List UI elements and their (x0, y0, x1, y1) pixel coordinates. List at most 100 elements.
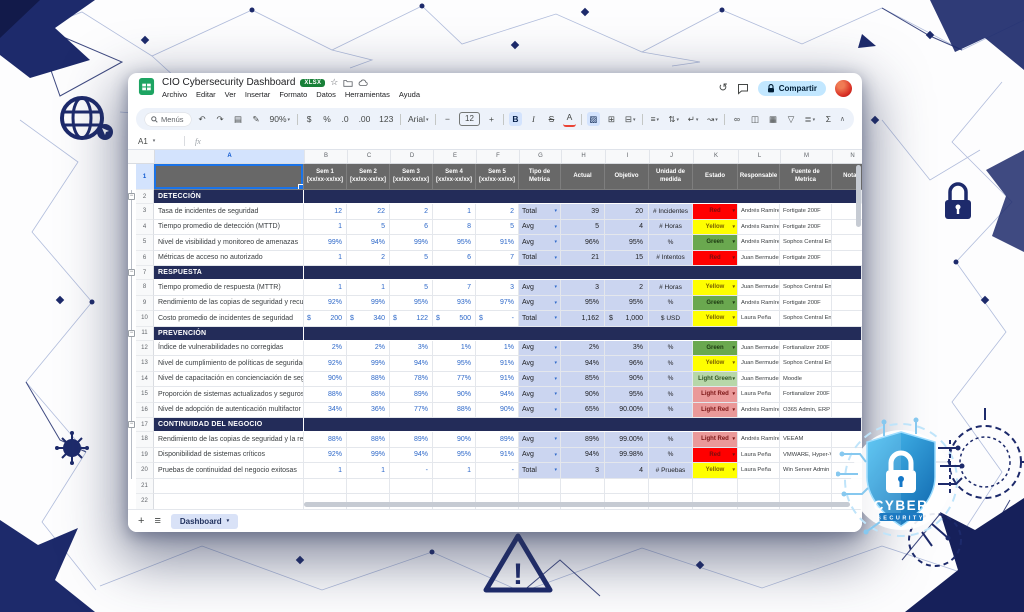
cell-G18[interactable]: Avg ▾ (519, 432, 561, 448)
cell-G6[interactable]: Total ▾ (519, 250, 561, 266)
cell-I19[interactable]: 99.98% (605, 447, 649, 463)
cell-J15[interactable]: % (649, 387, 693, 403)
cell-E16[interactable]: 88% (433, 402, 476, 418)
text-rotation-icon[interactable]: ↝▾ (707, 114, 718, 124)
fill-handle[interactable] (298, 184, 303, 189)
cell-D19[interactable]: 94% (390, 447, 433, 463)
cell-E19[interactable]: 95% (433, 447, 476, 463)
cell-B18[interactable]: 88% (304, 432, 347, 448)
cell-H21[interactable] (561, 478, 605, 494)
section-band-7[interactable] (304, 266, 862, 280)
row-header-15[interactable]: 15 (136, 387, 154, 403)
cell-J18[interactable]: % (649, 432, 693, 448)
cell-B10[interactable]: $200 (304, 311, 347, 327)
cell-G8[interactable]: Avg ▾ (519, 280, 561, 296)
cell-C10[interactable]: $340 (347, 311, 390, 327)
cell-A11[interactable]: PREVENCIÓN (154, 326, 304, 341)
more-formats-icon[interactable]: 123 (379, 114, 394, 124)
cell-A18[interactable]: Rendimiento de las copias de seguridad y… (154, 432, 304, 448)
row-header-12[interactable]: 12 (136, 340, 154, 356)
row-header-1[interactable]: 1 (136, 164, 154, 190)
cell-I13[interactable]: 96% (605, 356, 649, 372)
share-button[interactable]: Compartir (757, 81, 826, 96)
horizontal-scrollbar[interactable] (304, 502, 850, 507)
cell-H9[interactable]: 95% (561, 295, 605, 311)
cell-N4[interactable] (832, 219, 862, 235)
row-header-4[interactable]: 4 (136, 219, 154, 235)
cell-D15[interactable]: 89% (390, 387, 433, 403)
cell-L9[interactable]: Andrés Ramírez (738, 295, 780, 311)
cell-B6[interactable]: 1 (304, 250, 347, 266)
cell-D10[interactable]: $122 (390, 311, 433, 327)
cell-L3[interactable]: Andrés Ramírez (738, 204, 780, 220)
cell-M1[interactable]: Fuente de Metrica (780, 164, 832, 190)
row-header-9[interactable]: 9 (136, 295, 154, 311)
cell-D20[interactable]: - (390, 463, 433, 479)
text-color-icon[interactable]: A (562, 112, 576, 127)
cell-D14[interactable]: 78% (390, 371, 433, 387)
bold-icon[interactable]: B (508, 112, 522, 126)
cell-L13[interactable]: Juan Bermudez (738, 356, 780, 372)
cell-I16[interactable]: 90.00% (605, 402, 649, 418)
increase-decimals-icon[interactable]: .00 (358, 114, 371, 124)
cell-J4[interactable]: # Horas (649, 219, 693, 235)
cell-A8[interactable]: Tiempo promedio de respuesta (MTTR) (154, 280, 304, 296)
estado-dropdown-icon[interactable]: ▾ (732, 451, 735, 458)
cell-B3[interactable]: 12 (304, 204, 347, 220)
menu-item-datos[interactable]: Datos (316, 90, 336, 99)
cell-F8[interactable]: 3 (476, 280, 519, 296)
currency-format-icon[interactable]: $ (306, 114, 312, 124)
cell-B5[interactable]: 99% (304, 235, 347, 251)
cell-B4[interactable]: 1 (304, 219, 347, 235)
estado-dropdown-icon[interactable]: ▾ (732, 315, 735, 322)
insert-comment-icon[interactable]: ◫ (750, 114, 759, 124)
all-sheets-icon[interactable]: ≡ (154, 514, 161, 527)
cell-A9[interactable]: Rendimiento de las copias de seguridad y… (154, 295, 304, 311)
cell-K1[interactable]: Estado (693, 164, 738, 190)
strikethrough-icon[interactable]: S (548, 114, 555, 124)
cell-J12[interactable]: % (649, 340, 693, 356)
estado-dropdown-icon[interactable]: ▾ (732, 391, 735, 398)
insert-link-icon[interactable]: ∞ (733, 114, 741, 124)
cell-K5[interactable]: Green ▾ (693, 235, 738, 251)
cell-K13[interactable]: Yellow ▾ (693, 356, 738, 372)
cell-E15[interactable]: 90% (433, 387, 476, 403)
cell-A21[interactable] (154, 478, 304, 494)
cell-I14[interactable]: 90% (605, 371, 649, 387)
cell-L6[interactable]: Juan Bermudez (738, 250, 780, 266)
cell-G13[interactable]: Avg ▾ (519, 356, 561, 372)
collapse-toolbar-icon[interactable]: ∧ (839, 116, 845, 123)
cell-B20[interactable]: 1 (304, 463, 347, 479)
cell-A10[interactable]: Costo promedio de incidentes de segurida… (154, 311, 304, 327)
cell-J14[interactable]: % (649, 371, 693, 387)
add-sheet-icon[interactable]: + (138, 514, 145, 527)
cell-I5[interactable]: 95% (605, 235, 649, 251)
cell-F18[interactable]: 89% (476, 432, 519, 448)
cell-E18[interactable]: 90% (433, 432, 476, 448)
cell-I20[interactable]: 4 (605, 463, 649, 479)
cell-A3[interactable]: Tasa de incidentes de seguridad (154, 204, 304, 220)
cell-F14[interactable]: 91% (476, 371, 519, 387)
cell-E3[interactable]: 1 (433, 204, 476, 220)
section-band-17[interactable] (304, 418, 862, 432)
column-header-C[interactable]: C (348, 150, 391, 163)
cell-L8[interactable]: Juan Bermudez (738, 280, 780, 296)
cell-F3[interactable]: 2 (476, 204, 519, 220)
row-header-17[interactable]: 17 (136, 418, 154, 432)
undo-icon[interactable]: ↶ (198, 114, 206, 124)
cell-B21[interactable] (304, 478, 347, 494)
cell-A15[interactable]: Proporción de sistemas actualizados y se… (154, 387, 304, 403)
cell-M15[interactable]: Fortianalizer 200F (780, 387, 832, 403)
row-header-11[interactable]: 11 (136, 326, 154, 341)
cell-K19[interactable]: Red ▾ (693, 447, 738, 463)
cell-M13[interactable]: Sophos Central Endpoint (780, 356, 832, 372)
cell-C4[interactable]: 5 (347, 219, 390, 235)
font-size-input[interactable]: 12 (459, 112, 480, 126)
cell-N6[interactable] (832, 250, 862, 266)
cell-M16[interactable]: O365 Admin, ERP Admin, (780, 402, 832, 418)
cell-D4[interactable]: 6 (390, 219, 433, 235)
cell-A14[interactable]: Nivel de capacitación en concienciación … (154, 371, 304, 387)
cell-G9[interactable]: Avg ▾ (519, 295, 561, 311)
cell-K6[interactable]: Red ▾ (693, 250, 738, 266)
cell-L15[interactable]: Laura Peña (738, 387, 780, 403)
